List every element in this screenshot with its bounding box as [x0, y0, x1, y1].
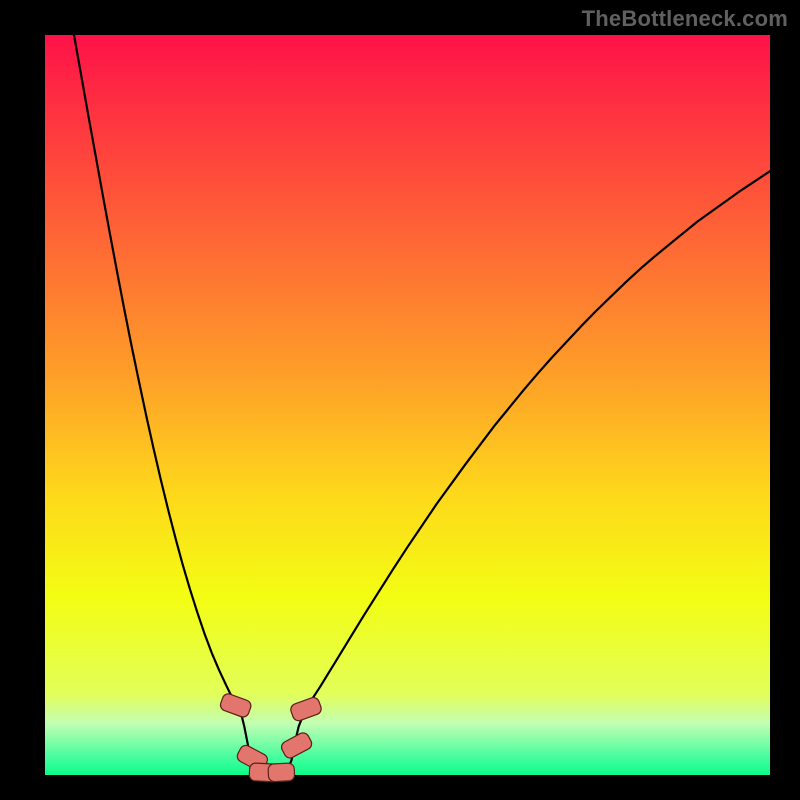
- plot-background: [45, 35, 770, 775]
- watermark-text: TheBottleneck.com: [582, 6, 788, 32]
- curve-marker-3: [268, 763, 295, 782]
- chart-container: TheBottleneck.com: [0, 0, 800, 800]
- bottleneck-curve-chart: [0, 0, 800, 800]
